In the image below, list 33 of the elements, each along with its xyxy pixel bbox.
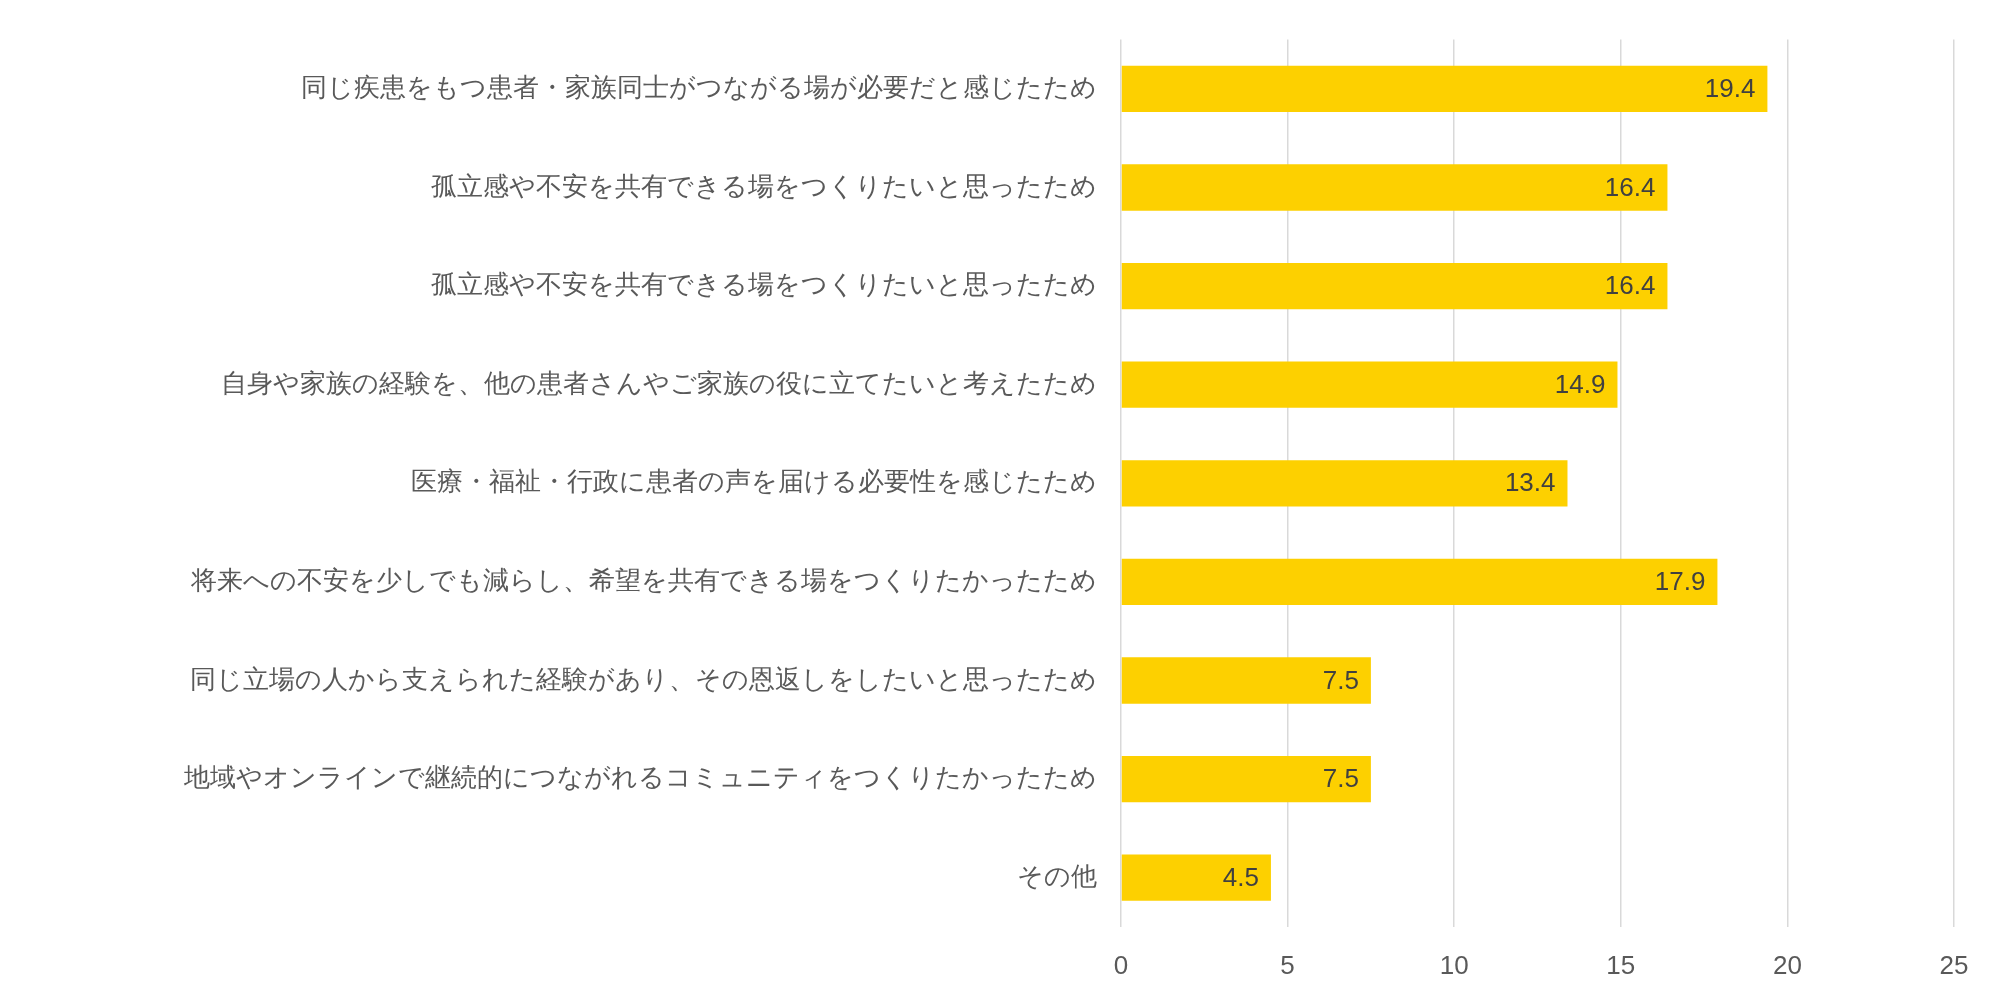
data-label: 16.4 [1604, 171, 1656, 202]
data-label: 17.9 [1654, 566, 1706, 597]
y-tick-label: 自身や家族の経験を、他の患者さんやご家族の役に立てたいと考えたため [221, 367, 1097, 398]
x-tick-label: 20 [1772, 949, 1802, 980]
x-tick-label: 10 [1439, 949, 1469, 980]
y-tick-label: 同じ立場の人から支えられた経験があり、その恩返しをしたいと思ったため [190, 663, 1097, 694]
y-tick-label: 将来への不安を少しでも減らし、希望を共有できる場をつくりたかったため [190, 565, 1097, 596]
y-tick-label: その他 [1017, 860, 1097, 891]
data-label: 14.9 [1554, 368, 1606, 399]
bar [1121, 65, 1768, 113]
bar [1121, 558, 1718, 606]
y-tick-label: 地域やオンラインで継続的につながれるコミュニティをつくりたかったため [183, 762, 1097, 793]
bar [1121, 460, 1568, 507]
x-tick-label: 25 [1939, 949, 1969, 980]
y-tick-label: 孤立感や不安を共有できる場をつくりたいと思ったため [431, 269, 1097, 300]
bar [1121, 755, 1371, 803]
bar [1121, 262, 1668, 310]
x-tick-label: 5 [1280, 949, 1295, 980]
y-tick-label: 孤立感や不安を共有できる場をつくりたいと思ったため [431, 170, 1097, 201]
x-tick-label: 0 [1113, 949, 1129, 980]
data-label: 16.4 [1604, 270, 1656, 301]
data-label: 7.5 [1322, 664, 1359, 695]
bar [1121, 164, 1668, 211]
y-tick-label: 医療・福祉・行政に患者の声を届ける必要性を感じたため [411, 466, 1097, 497]
bar [1121, 657, 1371, 704]
bar [1121, 361, 1618, 408]
bar [1121, 854, 1271, 901]
data-label: 19.4 [1704, 73, 1756, 104]
x-tick-label: 15 [1606, 949, 1636, 980]
y-tick-label: 同じ疾患をもつ患者・家族同士がつながる場が必要だと感じたため [301, 72, 1097, 103]
data-label: 7.5 [1322, 763, 1359, 794]
data-label: 4.5 [1222, 861, 1259, 892]
data-label: 13.4 [1504, 467, 1556, 498]
